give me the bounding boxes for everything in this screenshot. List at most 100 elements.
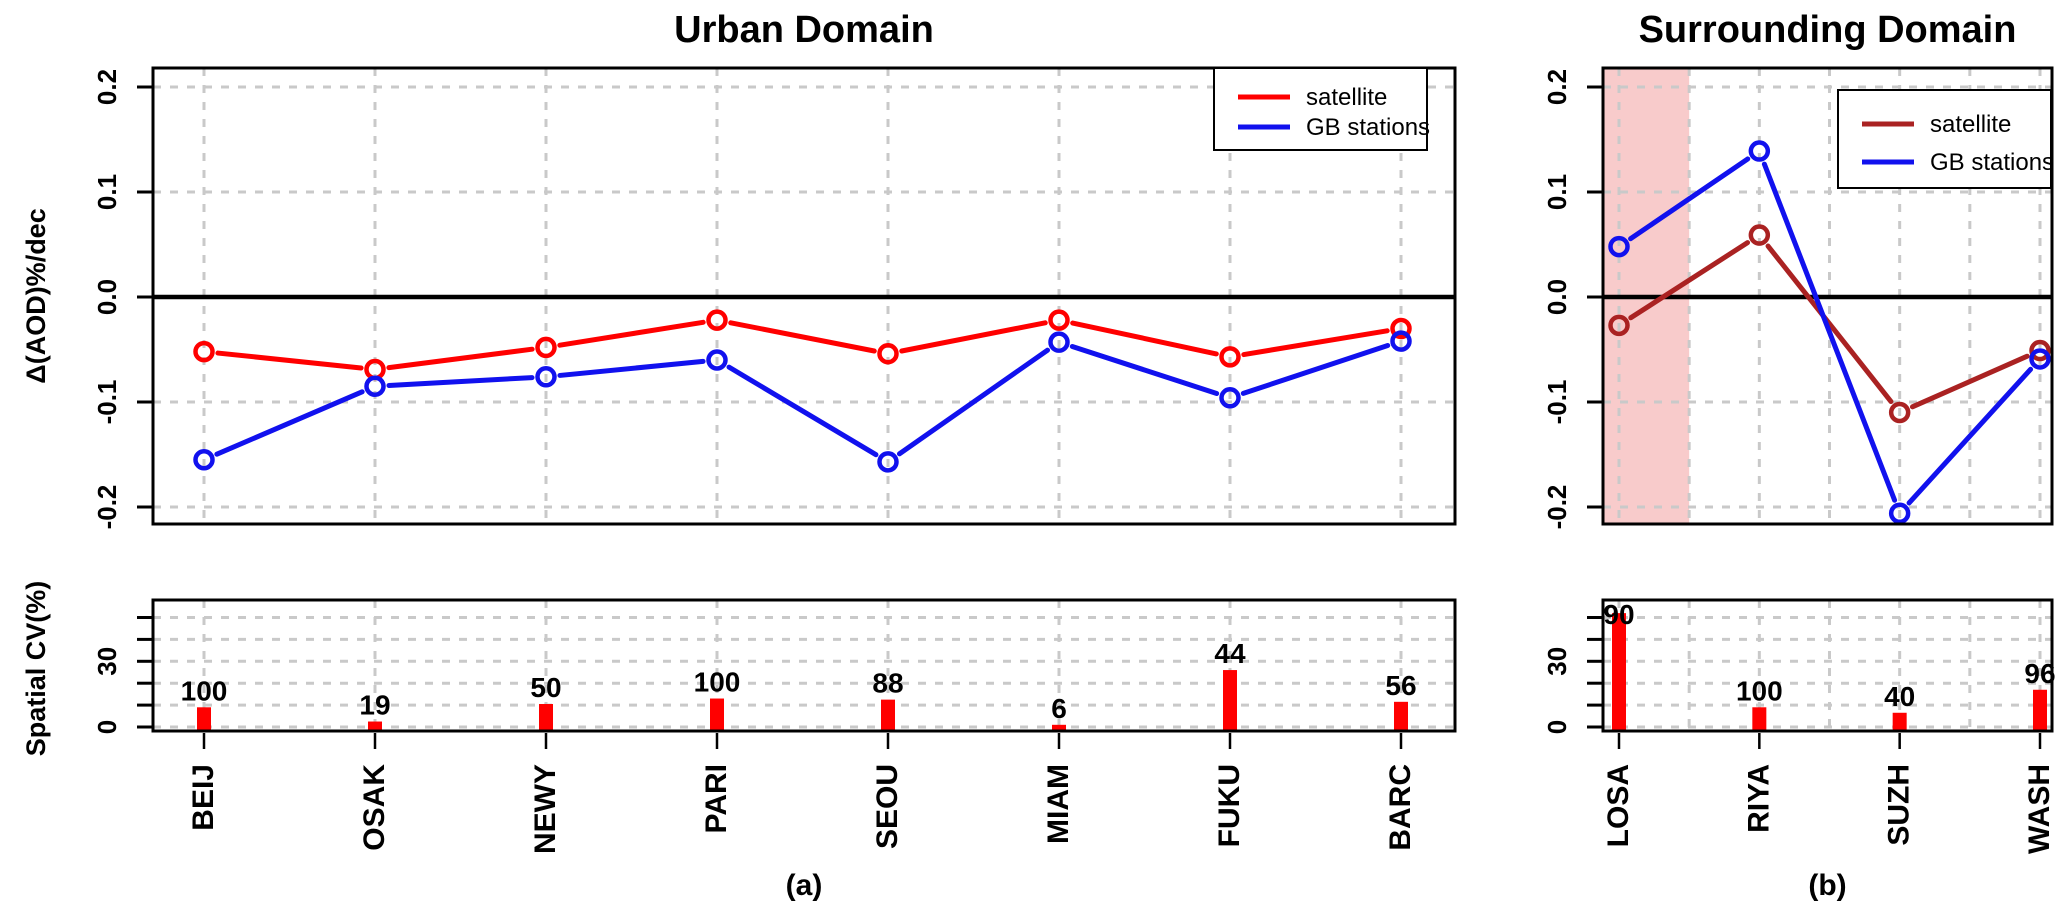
series-segment — [899, 320, 1048, 354]
legend-label: GB stations — [1306, 114, 1430, 141]
data-point-FUKU — [1219, 387, 1241, 409]
cv-bar-value: 100 — [694, 667, 741, 698]
main-y-axis-label: Δ(AOD)%/dec — [21, 208, 51, 383]
cv-gridlines — [1603, 600, 2052, 731]
data-point-SUZH — [1888, 502, 1911, 525]
series-segment — [896, 347, 1051, 457]
panel-title: Surrounding Domain — [1639, 9, 2017, 51]
legend-label: satellite — [1930, 111, 2011, 138]
data-point-OSAK — [364, 375, 386, 397]
data-point-LOSA — [1608, 314, 1630, 337]
legend: satellite GB stations — [1837, 89, 2054, 189]
series-segment — [1628, 240, 1751, 321]
data-point-BEIJ — [193, 449, 215, 471]
series-segment — [557, 319, 706, 348]
main-plot: 0.2 0.1 0.0 -0.1 -0.2 satellite GB stations — [1542, 66, 2054, 530]
legend: satellite GB stations — [1213, 67, 1430, 151]
data-point-PARI — [706, 309, 728, 331]
series-segment — [386, 346, 535, 371]
cv-y-tick-label: 0 — [1542, 720, 1572, 734]
cv-bar-BEIJ — [197, 707, 211, 731]
cv-gridlines — [153, 600, 1455, 731]
cv-bar-value: 90 — [1603, 599, 1634, 630]
cv-bar-WASH — [2033, 689, 2047, 731]
cv-bar-value: 19 — [359, 690, 390, 721]
data-point-WASH — [2029, 339, 2051, 362]
series-segment — [1069, 343, 1220, 396]
data-point-BEIJ — [193, 340, 215, 363]
surrounding-panel: 0.2 0.1 0.0 -0.1 -0.2 satellite GB stations 90 1… — [1542, 9, 2056, 902]
cv-bar-value: 100 — [1736, 675, 1783, 706]
series-segment — [215, 350, 364, 371]
cv-plot: 100 19 50 100 88 6 44 56 0 30 — [92, 598, 1457, 749]
y-tick-label: 0.2 — [92, 69, 122, 105]
cv-bar-value: 50 — [530, 672, 561, 703]
cv-bar-BARC — [1394, 701, 1408, 731]
y-tick-label: -0.2 — [92, 485, 122, 530]
series-segment — [1241, 328, 1390, 358]
data-point-BARC — [1390, 330, 1412, 352]
cv-bar-value: 6 — [1051, 693, 1067, 724]
legend-box — [1213, 67, 1428, 151]
y-tick-label: 0.0 — [92, 279, 122, 315]
y-tick-label: -0.1 — [1542, 380, 1572, 425]
series-segment — [1070, 320, 1219, 357]
cv-bars: 100 19 50 100 88 6 44 56 — [181, 638, 1417, 731]
panel-caption: (b) — [1808, 869, 1846, 902]
city-label: SUZH — [1883, 764, 1916, 846]
cv-bar-value: 56 — [1385, 670, 1416, 701]
data-point-MIAM — [1048, 331, 1070, 353]
series-satellite — [193, 309, 1412, 381]
y-tick-label: 0.2 — [1542, 69, 1572, 105]
series-GB-stations — [193, 330, 1412, 473]
series-segment — [214, 389, 365, 457]
cv-bar-value: 100 — [181, 675, 228, 706]
cv-panel-border — [151, 598, 1457, 733]
cv-bar-SUZH — [1892, 712, 1907, 731]
data-point-SEOU — [877, 342, 899, 365]
panel-caption: (a) — [786, 869, 823, 902]
data-point-BARC — [1390, 317, 1412, 340]
city-label: SEOU — [871, 764, 904, 849]
cv-bar-OSAK — [368, 721, 382, 731]
series-segment — [1761, 161, 1898, 503]
series-segment — [1628, 156, 1751, 242]
series-segment — [728, 320, 877, 354]
data-point-WASH — [2029, 348, 2051, 370]
series-satellite — [1608, 224, 2051, 424]
city-label: WASH — [2023, 764, 2056, 854]
series-segment — [557, 358, 706, 378]
cv-bar-LOSA — [1612, 613, 1626, 731]
data-point-PARI — [706, 349, 728, 371]
y-tick-label: 0.1 — [1542, 174, 1572, 210]
cv-plot: 90 100 40 96 0 30 — [1542, 598, 2056, 749]
y-tick-label: 0.0 — [1542, 279, 1572, 315]
series-segment — [1240, 343, 1391, 396]
main-plot: 0.2 0.1 0.0 -0.1 -0.2 satellite GB stations — [92, 66, 1457, 530]
cv-bar-value: 88 — [872, 668, 903, 699]
cv-bar-NEWY — [539, 704, 553, 731]
cv-bar-value: 44 — [1214, 638, 1246, 669]
y-tick-label: -0.2 — [1542, 485, 1572, 530]
urban-panel: 0.2 0.1 0.0 -0.1 -0.2 satellite GB stations Δ(A… — [21, 9, 1457, 902]
city-label: BARC — [1384, 764, 1417, 851]
data-point-NEWY — [535, 336, 557, 359]
city-label: OSAK — [358, 764, 391, 851]
cv-y-axis-label: Spatial CV(%) — [21, 581, 51, 757]
data-point-SUZH — [1888, 401, 1911, 424]
cv-bars: 90 100 40 96 — [1603, 599, 2056, 731]
city-label: FUKU — [1213, 764, 1246, 847]
city-label: RIYA — [1742, 764, 1775, 833]
legend-box — [1837, 89, 2052, 189]
series-segment — [1906, 366, 2034, 506]
data-point-MIAM — [1048, 309, 1070, 331]
cv-y-tick-label: 30 — [92, 647, 122, 676]
city-label: MIAM — [1042, 764, 1075, 844]
legend-label: GB stations — [1930, 149, 2054, 176]
series-segment — [1909, 353, 2030, 410]
cv-bar-FUKU — [1223, 670, 1237, 731]
panel-title: Urban Domain — [674, 9, 934, 51]
city-label: PARI — [700, 764, 733, 833]
